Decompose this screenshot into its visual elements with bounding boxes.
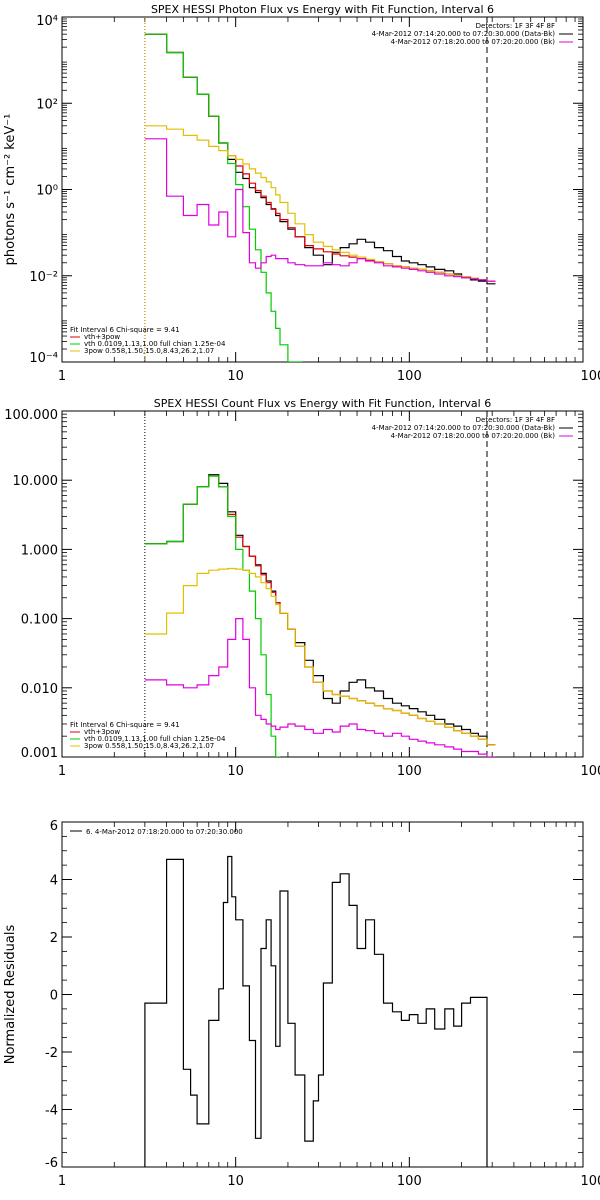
y-tick-label: 0.001 xyxy=(21,746,58,761)
legend-entry: 4-Mar-2012 07:18:20.000 to 07:20:20.000 … xyxy=(391,38,556,46)
legend-entry: 3pow 0.558,1.50,15.0,8.43,26.2,1.07 xyxy=(84,347,214,355)
y-tick-label: 4 xyxy=(50,874,58,889)
series-line xyxy=(144,567,496,746)
y-tick-label: 10⁻² xyxy=(29,270,58,285)
legend-entry: 6. 4-Mar-2012 07:18:20.000 to 07:20:30.0… xyxy=(86,828,243,836)
y-tick-label: -4 xyxy=(45,1104,58,1119)
plot-frame xyxy=(61,821,584,1168)
y-tick-label: 0 xyxy=(50,989,58,1004)
y-tick-label: 10² xyxy=(36,97,58,112)
x-tick-label: 1000 xyxy=(580,1174,600,1189)
x-tick-label: 1000 xyxy=(580,369,600,384)
y-tick-label: -2 xyxy=(45,1046,58,1061)
series-line xyxy=(144,33,303,362)
series-line xyxy=(144,475,281,757)
series-line xyxy=(144,33,496,285)
series-line xyxy=(144,33,496,282)
series-group xyxy=(144,474,496,757)
x-tick-label: 100 xyxy=(397,369,422,384)
chart-title: SPEX HESSI Count Flux vs Energy with Fit… xyxy=(154,397,491,410)
series-line xyxy=(144,125,496,282)
legend-header: Fit Interval 6 Chi-square = 9.41 xyxy=(70,721,180,729)
series-line xyxy=(144,855,488,1167)
y-tick-label: 10⁴ xyxy=(36,14,58,29)
legend-header: Detectors: 1F 3F 4F 8F xyxy=(476,416,555,424)
count-flux-panel: SPEX HESSI Count Flux vs Energy with Fit… xyxy=(4,397,600,779)
residuals-panel: 1 10 100 1000 -6 -4 -2 0 2 4 6 Normalized Residuals… xyxy=(3,819,600,1189)
y-tick-label: 10⁻⁴ xyxy=(29,351,58,366)
y-tick-label: -6 xyxy=(45,1156,58,1171)
legend-entry: 4-Mar-2012 07:14:20.000 to 07:20:30.000 … xyxy=(372,424,556,432)
series-line xyxy=(144,474,496,746)
legend-entry: vth+3pow xyxy=(84,333,120,341)
legend-entry: vth 0.0109,1.13,1.00 full chian 1.25e-04 xyxy=(84,735,226,743)
x-tick-label: 1 xyxy=(58,764,66,779)
y-tick-label: 6 xyxy=(50,819,58,834)
y-tick-label: 100.000 xyxy=(4,408,58,423)
x-tick-label: 1 xyxy=(58,369,66,384)
series-line xyxy=(144,475,496,746)
y-tick-label: 2 xyxy=(50,931,58,946)
x-tick-label: 100 xyxy=(397,1174,422,1189)
plot-frame xyxy=(61,16,584,363)
y-tick-label: 0.100 xyxy=(21,613,58,628)
series-group xyxy=(144,855,488,1167)
legend-header: Detectors: 1F 3F 4F 8F xyxy=(476,22,555,30)
y-tick-label: 0.010 xyxy=(21,682,58,697)
y-axis-label: Normalized Residuals xyxy=(3,925,18,1065)
y-tick-label: 10⁰ xyxy=(36,184,58,199)
x-tick-label: 100 xyxy=(397,764,422,779)
plot-frame xyxy=(61,410,584,758)
x-tick-label: 1000 xyxy=(580,764,600,779)
series-line xyxy=(144,618,496,757)
x-tick-label: 10 xyxy=(227,1174,244,1189)
photon-flux-panel: SPEX HESSI Photon Flux vs Energy with Fi… xyxy=(3,3,600,384)
legend-entry: 4-Mar-2012 07:18:20.000 to 07:20:20.000 … xyxy=(391,432,556,440)
legend-entry: vth+3pow xyxy=(84,728,120,736)
series-group xyxy=(144,33,496,362)
x-tick-label: 1 xyxy=(58,1174,66,1189)
y-axis-label: photons s⁻¹ cm⁻² keV⁻¹ xyxy=(3,114,18,266)
legend-entry: vth 0.0109,1.13,1.00 full chian 1.25e-04 xyxy=(84,340,226,348)
legend-header: Fit Interval 6 Chi-square = 9.41 xyxy=(70,326,180,334)
x-tick-label: 10 xyxy=(227,764,244,779)
series-line xyxy=(144,138,496,282)
legend-entry: 3pow 0.558,1.50,15.0,8.43,26.2,1.07 xyxy=(84,742,214,750)
x-tick-label: 10 xyxy=(227,369,244,384)
legend-entry: 4-Mar-2012 07:14:20.000 to 07:20:30.000 … xyxy=(372,30,556,38)
chart-title: SPEX HESSI Photon Flux vs Energy with Fi… xyxy=(151,3,494,16)
y-tick-label: 10.000 xyxy=(13,474,59,489)
y-tick-label: 1.000 xyxy=(21,543,58,558)
